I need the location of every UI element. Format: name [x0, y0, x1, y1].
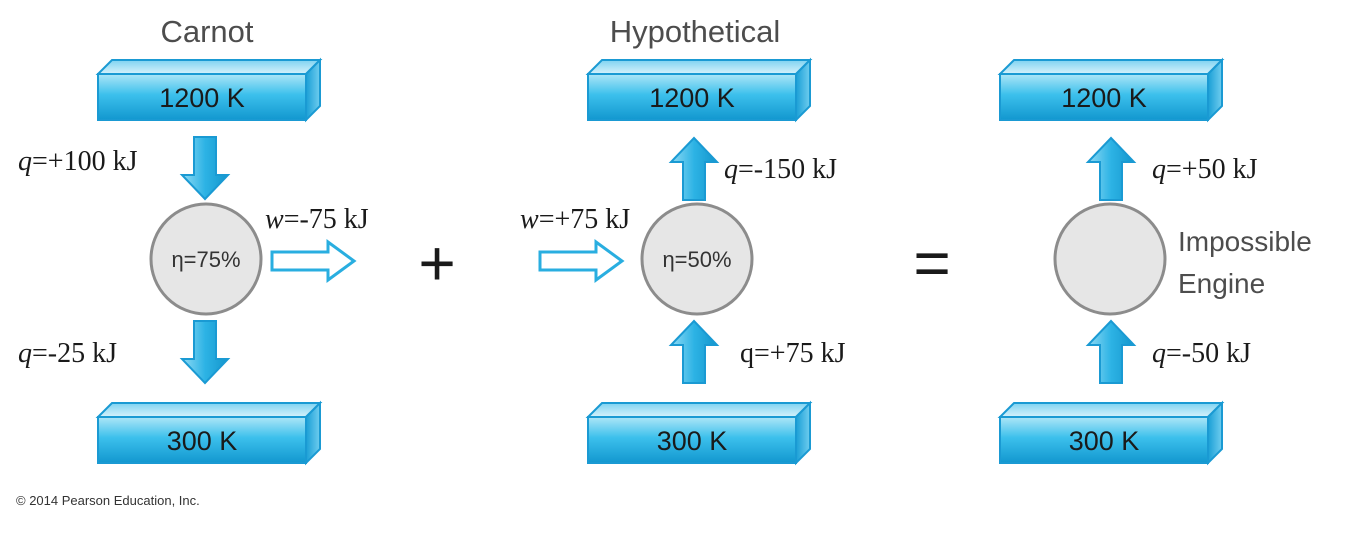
- cold-reservoir-carnot: 300 K: [97, 402, 321, 464]
- work-label-hypothetical: w=+75 kJ: [520, 204, 630, 235]
- q-hot-label-hypothetical: q=-150 kJ: [724, 154, 837, 185]
- efficiency-label-hypothetical: η=50%: [662, 247, 731, 272]
- carnot-engine-group: Carnot 1200 K q=+100 kJ η=75% w=-75 kJ q…: [18, 14, 369, 464]
- plus-operator: +: [418, 227, 455, 299]
- q-hot-label-impossible: q=+50 kJ: [1152, 154, 1258, 185]
- hot-reservoir-carnot: 1200 K: [97, 59, 321, 121]
- copyright-notice: © 2014 Pearson Education, Inc.: [16, 493, 200, 508]
- heat-arrow-cold-impossible: [1087, 320, 1135, 384]
- cold-reservoir-label: 300 K: [657, 426, 728, 456]
- heat-arrow-hot-impossible: [1087, 137, 1135, 201]
- efficiency-label-carnot: η=75%: [171, 247, 240, 272]
- hot-reservoir-label: 1200 K: [159, 83, 245, 113]
- q-cold-label-impossible: q=-50 kJ: [1152, 338, 1251, 369]
- cold-reservoir-label: 300 K: [1069, 426, 1140, 456]
- hypothetical-title: Hypothetical: [610, 14, 781, 49]
- heat-arrow-cold-hypothetical: [670, 320, 718, 384]
- heat-arrow-hot-hypothetical: [670, 137, 718, 201]
- q-cold-label-carnot: q=-25 kJ: [18, 338, 117, 369]
- q-hot-label-carnot: q=+100 kJ: [18, 146, 138, 177]
- q-cold-label-hypothetical: q=+75 kJ: [740, 338, 846, 369]
- hypothetical-engine-group: Hypothetical 1200 K q=-150 kJ w=+75 kJ η…: [520, 14, 846, 464]
- impossible-engine-group: 1200 K q=+50 kJ Impossible Engine q=-50 …: [999, 59, 1312, 464]
- impossible-note-line2: Engine: [1178, 268, 1265, 299]
- equals-operator: =: [913, 227, 950, 299]
- engine-carnot: η=75%: [149, 202, 263, 316]
- work-arrow-carnot: [270, 240, 356, 282]
- carnot-title: Carnot: [160, 14, 253, 49]
- cold-reservoir-impossible: 300 K: [999, 402, 1223, 464]
- heat-arrow-cold-carnot: [181, 320, 229, 384]
- hot-reservoir-label: 1200 K: [649, 83, 735, 113]
- engine-hypothetical: η=50%: [640, 202, 754, 316]
- cold-reservoir-label: 300 K: [167, 426, 238, 456]
- impossible-note-line1: Impossible: [1178, 226, 1312, 257]
- cold-reservoir-hypothetical: 300 K: [587, 402, 811, 464]
- heat-arrow-hot-carnot: [181, 136, 229, 200]
- hot-reservoir-hypothetical: 1200 K: [587, 59, 811, 121]
- hot-reservoir-impossible: 1200 K: [999, 59, 1223, 121]
- work-label-carnot: w=-75 kJ: [265, 204, 369, 235]
- engine-impossible: [1053, 202, 1167, 316]
- hot-reservoir-label: 1200 K: [1061, 83, 1147, 113]
- work-arrow-hypothetical: [538, 240, 624, 282]
